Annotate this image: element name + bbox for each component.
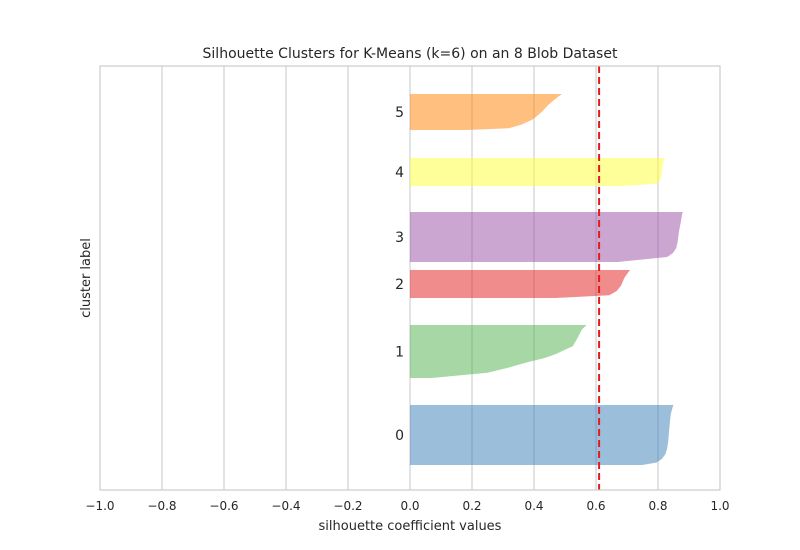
cluster-labels: 0 1 2 3 4 5 [395, 105, 404, 444]
x-axis-label: silhouette coefficient values [319, 519, 502, 534]
x-tick-label: −0.8 [147, 499, 176, 513]
plot-frame [99, 65, 721, 491]
cluster-label-4: 4 [395, 165, 404, 181]
cluster-label-5: 5 [395, 105, 404, 121]
cluster-label-0: 0 [395, 428, 404, 444]
x-tick-label: 0.2 [462, 499, 481, 513]
x-tick-label: 0.0 [400, 499, 419, 513]
silhouette-cluster-4 [410, 158, 665, 186]
x-tick-label: 0.8 [648, 499, 667, 513]
silhouette-cluster-0 [410, 405, 674, 465]
x-tick-label: −0.2 [333, 499, 362, 513]
silhouette-plots [410, 94, 683, 465]
silhouette-cluster-2 [410, 270, 631, 298]
cluster-label-3: 3 [395, 230, 404, 246]
x-tick-label: 1.0 [710, 499, 729, 513]
cluster-label-1: 1 [395, 345, 404, 361]
x-tick-label: −0.4 [271, 499, 300, 513]
silhouette-cluster-1 [410, 325, 587, 378]
x-tick-label: −0.6 [209, 499, 238, 513]
x-tick-label: 0.6 [586, 499, 605, 513]
x-tick-labels: −1.0 −0.8 −0.6 −0.4 −0.2 0.0 0.2 0.4 0.6 0.8 1.0 [85, 499, 729, 513]
x-tick-label: −1.0 [85, 499, 114, 513]
silhouette-cluster-3 [410, 212, 683, 262]
chart-title: Silhouette Clusters for K-Means (k=6) on… [203, 46, 618, 62]
silhouette-cluster-5 [410, 94, 562, 130]
y-axis-label: cluster label [79, 238, 94, 318]
x-tick-label: 0.4 [524, 499, 543, 513]
cluster-label-2: 2 [395, 277, 404, 293]
